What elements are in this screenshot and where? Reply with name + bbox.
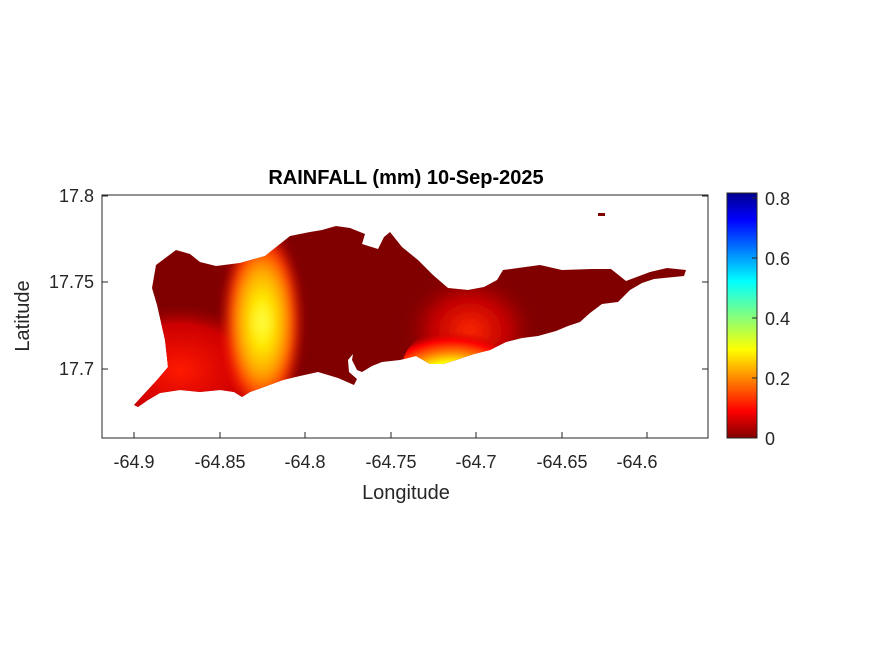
chart-title: RAINFALL (mm) 10-Sep-2025 (268, 167, 543, 189)
rain-band (222, 227, 302, 407)
x-tick-label: -64.6 (616, 452, 657, 472)
y-tick-label: 17.7 (59, 359, 94, 379)
x-tick-label: -64.65 (536, 452, 587, 472)
colorbar: 0.8 0.6 0.4 0.2 0 (726, 189, 790, 449)
y-axis: 17.8 17.75 17.7 Latitude (12, 186, 708, 379)
x-axis-label: Longitude (362, 482, 450, 504)
colorbar-tick-label: 0.2 (765, 369, 790, 389)
colorbar-tick-label: 0.4 (765, 309, 790, 329)
x-tick-label: -64.9 (113, 452, 154, 472)
x-tick-label: -64.75 (365, 452, 416, 472)
y-tick-label: 17.8 (59, 186, 94, 206)
x-tick-label: -64.8 (284, 452, 325, 472)
colorbar-tick-label: 0.6 (765, 249, 790, 269)
x-tick-label: -64.85 (194, 452, 245, 472)
colorbar-tick-label: 0.8 (765, 189, 790, 209)
colorbar-gradient (726, 192, 758, 439)
x-axis: -64.9 -64.85 -64.8 -64.75 -64.7 -64.65 -… (113, 432, 658, 504)
colorbar-tick-label: 0 (765, 429, 775, 449)
x-tick-label: -64.7 (455, 452, 496, 472)
y-axis-label: Latitude (12, 280, 34, 351)
y-tick-label: 17.75 (49, 272, 94, 292)
islet (598, 213, 605, 216)
